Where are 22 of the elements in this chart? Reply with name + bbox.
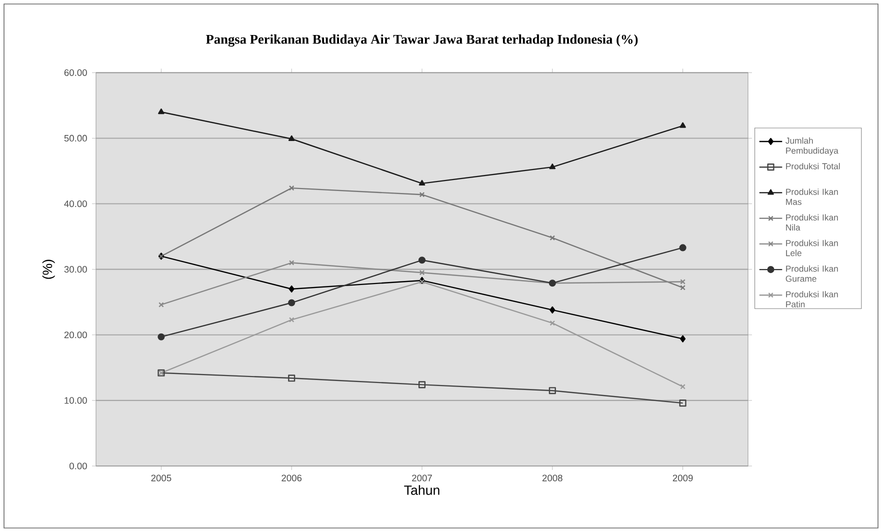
x-axis-title: Tahun	[404, 485, 440, 495]
chart-title: Pangsa Perikanan Budidaya Air Tawar Jawa Barat terhadap Indonesia (%)	[206, 34, 638, 47]
y-axis-title: (%)	[42, 260, 55, 279]
legend-label: Produksi Ikan Gurame	[786, 265, 838, 282]
legend-label: Produksi Ikan Patin	[786, 291, 838, 308]
y-tick-label: 30.00	[64, 266, 87, 273]
legend-label: Produksi Ikan Nila	[786, 214, 838, 231]
legend-label: Produksi Ikan Lele	[786, 240, 838, 256]
x-tick-label: 2005	[151, 474, 172, 482]
y-tick-label: 0.00	[69, 462, 87, 470]
y-tick-label: 60.00	[64, 69, 87, 76]
legend-label: Jumlah Pembudidaya	[786, 137, 838, 156]
x-tick-label: 2007	[412, 474, 432, 482]
legend-label: Produksi Ikan Mas	[786, 188, 838, 205]
x-tick-label: 2009	[672, 474, 693, 482]
x-tick-label: 2008	[542, 474, 562, 482]
y-tick-label: 20.00	[64, 332, 87, 338]
y-tick-label: 10.00	[64, 397, 87, 404]
y-tick-label: 40.00	[64, 200, 87, 208]
x-tick-label: 2006	[282, 474, 302, 482]
legend-label: Produksi Total	[786, 162, 840, 170]
y-tick-label: 50.00	[64, 134, 87, 142]
